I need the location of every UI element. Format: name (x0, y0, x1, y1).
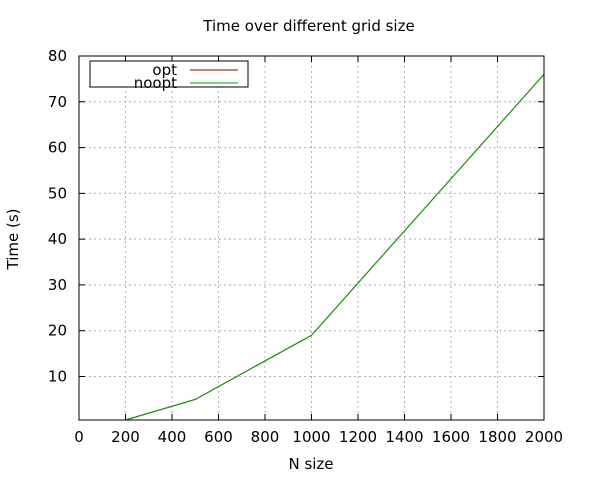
y-tick-label: 40 (48, 230, 67, 248)
y-axis-label: Time (s) (4, 209, 22, 271)
x-tick-label: 1000 (292, 428, 330, 446)
y-tick-label: 70 (48, 93, 67, 111)
x-tick-label: 400 (158, 428, 187, 446)
y-tick-label: 60 (48, 139, 67, 157)
x-tick-label: 1400 (385, 428, 423, 446)
legend-label-noopt: noopt (134, 74, 177, 92)
x-tick-label: 600 (204, 428, 233, 446)
x-axis-label: N size (288, 455, 333, 473)
x-axis-tick-labels: 0 200 400 600 800 1000 1200 1400 1600 1800 2000 (74, 428, 563, 446)
y-tick-label: 20 (48, 322, 67, 340)
series-layer (125, 73, 545, 421)
series-line-opt (125, 73, 545, 421)
x-tick-label: 800 (251, 428, 280, 446)
y-tick-label: 10 (48, 368, 67, 386)
x-tick-label: 0 (74, 428, 84, 446)
series-line-noopt (125, 73, 545, 421)
y-tick-label: 80 (48, 47, 67, 65)
y-axis-tick-labels: 10 20 30 40 50 60 70 80 (48, 47, 67, 386)
y-tick-label: 50 (48, 184, 67, 202)
x-tick-label: 1200 (339, 428, 377, 446)
y-tick-label: 30 (48, 276, 67, 294)
chart-title: Time over different grid size (202, 17, 414, 35)
legend-label-opt: opt (152, 61, 177, 79)
x-tick-label: 2000 (525, 428, 563, 446)
x-tick-label: 200 (111, 428, 140, 446)
grid-lines (79, 56, 544, 420)
x-tick-label: 1600 (432, 428, 470, 446)
x-tick-label: 1800 (478, 428, 516, 446)
